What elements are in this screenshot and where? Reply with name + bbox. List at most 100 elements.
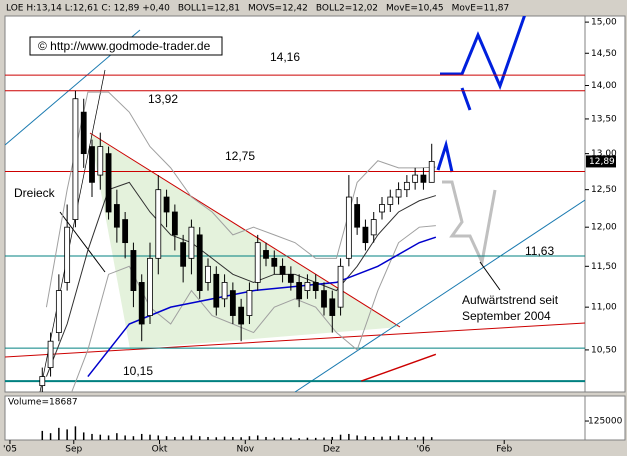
y-tick-label: 13,50 [591, 114, 617, 124]
annotation: September 2004 [462, 309, 551, 323]
candle-body [312, 282, 319, 291]
candle-body [205, 265, 211, 283]
candle-body [130, 250, 137, 291]
header-item: MOVS=12,42 [248, 4, 308, 14]
candle-body [64, 226, 71, 283]
level-label: 14,16 [270, 50, 300, 64]
level-label: 11,63 [525, 244, 554, 258]
y-tick-label: 12,50 [591, 185, 617, 195]
projection [436, 139, 454, 173]
candle-body [196, 234, 203, 291]
annotation: Dreieck [14, 186, 56, 200]
projection [460, 87, 472, 111]
candle-body [55, 290, 62, 333]
candle-body [412, 174, 419, 183]
candle-body [113, 204, 120, 228]
candle-body [370, 219, 377, 236]
candle-body [155, 189, 162, 259]
y-tick-label: 12,00 [591, 223, 617, 233]
candle-body [304, 282, 311, 291]
indicator-line [361, 353, 437, 382]
header-item: BOLL2=12,02 [316, 4, 378, 14]
candle-body [47, 340, 54, 368]
candle-body [271, 257, 278, 267]
y-axis-area [584, 15, 626, 393]
candle-body [345, 196, 352, 259]
candle-body [180, 242, 187, 267]
candle-body [329, 298, 336, 316]
copyright: © http://www.godmode-trader.de [38, 39, 211, 53]
series-layer [5, 74, 585, 392]
y-tick-label: 14,00 [591, 81, 617, 91]
y-tick-label: 13,00 [591, 149, 617, 159]
candle-body [254, 242, 261, 283]
x-tick-label: Nov [236, 445, 254, 455]
indicator-line [71, 225, 436, 392]
candle-body [122, 219, 129, 244]
candle-body [147, 257, 153, 316]
candle-body [238, 306, 245, 325]
candle-body [420, 174, 427, 183]
candle-body [263, 250, 269, 259]
candle-body [229, 290, 236, 316]
candle-body [213, 273, 220, 308]
level-label: 13,92 [148, 92, 178, 106]
candle-body [428, 161, 435, 183]
copyright-box [29, 36, 223, 56]
candle-body [89, 146, 95, 183]
volume-label: Volume=18687 [8, 398, 78, 408]
candle-body [354, 204, 361, 228]
candle-body [163, 196, 170, 213]
header-item: MovE=11,87 [452, 4, 510, 14]
x-tick-label: Sep [65, 445, 82, 455]
x-tick-label: Okt [152, 445, 168, 455]
candle-body [395, 189, 402, 198]
candle-body [80, 111, 87, 155]
volume-area [4, 395, 586, 441]
projection [440, 16, 527, 91]
candle-body [72, 98, 79, 220]
level-label: 10,15 [123, 364, 153, 378]
y-tick-label: 14,50 [591, 49, 617, 59]
candle-body [105, 153, 112, 213]
trend-line [294, 199, 585, 392]
candle-body [321, 290, 327, 308]
header-item: LOE H:13,14 L:12,61 C: 12,89 +0,40 [6, 4, 170, 14]
candle-body [296, 282, 303, 300]
x-tick-label: '06 [416, 445, 430, 455]
volume-tick-label: 125000 [588, 417, 623, 427]
price-tag-label: 12,89 [589, 157, 615, 167]
price-tag [586, 155, 616, 168]
candle-body [171, 211, 178, 236]
candle-body [379, 204, 385, 213]
level-label: 12,75 [225, 149, 255, 163]
y-tick-label: 11,50 [591, 262, 617, 272]
candle-body [287, 273, 294, 283]
x-tick-label: '05 [3, 445, 17, 455]
x-tick-label: Dez [323, 445, 340, 455]
candle-body [337, 265, 344, 308]
annotation: Aufwärtstrend seit [462, 293, 559, 307]
candle-body [221, 282, 228, 300]
y-tick-label: 15,00 [591, 18, 617, 28]
y-tick-label: 11,00 [591, 303, 617, 313]
indicator-line [45, 91, 436, 308]
candle-body [246, 290, 253, 316]
header-item: MovE=10,45 [386, 4, 444, 14]
candle-body [39, 376, 46, 387]
header: LOE H:13,14 L:12,61 C: 12,89 +0,40 BOLL1=… [6, 4, 509, 14]
candle-body [403, 181, 410, 191]
volume-axis-area [584, 395, 626, 441]
trend-line [5, 322, 585, 358]
candle-body [188, 226, 195, 259]
projection [442, 180, 497, 267]
indicator-line [45, 181, 437, 377]
y-tick-label: 10,50 [591, 345, 617, 355]
candle-body [387, 196, 394, 205]
arrow [479, 261, 501, 291]
candle-body [362, 226, 369, 244]
x-tick-label: Feb [496, 445, 512, 455]
candle-body [97, 146, 104, 176]
